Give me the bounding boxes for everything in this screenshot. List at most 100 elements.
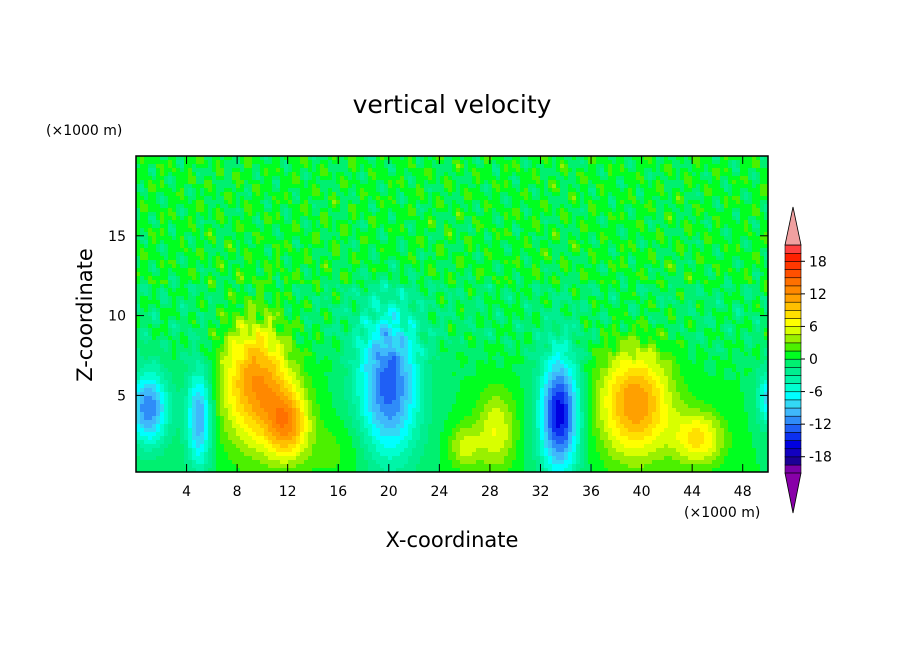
contour-cell: [140, 280, 145, 285]
contour-cell: [708, 232, 713, 237]
contour-cell: [292, 272, 297, 277]
contour-cell: [340, 220, 345, 225]
contour-cell: [752, 228, 757, 233]
contour-cell: [540, 256, 545, 261]
contour-cell: [476, 164, 481, 169]
contour-cell: [424, 272, 429, 277]
contour-cell: [500, 228, 505, 233]
contour-cell: [652, 260, 657, 265]
contour-cell: [308, 192, 313, 197]
contour-cell: [764, 188, 769, 193]
contour-cell: [424, 200, 429, 205]
contour-cell: [480, 220, 485, 225]
contour-cell: [608, 200, 613, 205]
contour-cell: [488, 248, 493, 253]
contour-cell: [440, 236, 445, 241]
contour-cell: [392, 244, 397, 249]
contour-cell: [308, 184, 313, 189]
contour-cell: [220, 244, 225, 249]
contour-cell: [300, 176, 305, 181]
contour-cell: [236, 248, 241, 253]
contour-cell: [216, 268, 221, 273]
contour-cell: [200, 272, 205, 277]
contour-cell: [628, 188, 633, 193]
contour-cell: [180, 184, 185, 189]
contour-cell: [296, 208, 301, 213]
contour-cell: [556, 252, 561, 257]
contour-cell: [440, 180, 445, 185]
contour-cell: [472, 248, 477, 253]
contour-cell: [380, 224, 385, 229]
contour-cell: [136, 280, 141, 285]
contour-cell: [468, 208, 473, 213]
contour-cell: [456, 156, 461, 161]
contour-cell: [596, 232, 601, 237]
contour-cell: [188, 240, 193, 245]
contour-cell: [288, 240, 293, 245]
contour-cell: [376, 172, 381, 177]
contour-cell: [720, 200, 725, 205]
contour-cell: [332, 276, 337, 281]
contour-cell: [720, 252, 725, 257]
contour-cell: [656, 264, 661, 269]
contour-cell: [608, 228, 613, 233]
contour-cell: [536, 276, 541, 281]
contour-cell: [232, 248, 237, 253]
contour-cell: [628, 256, 633, 261]
contour-cell: [276, 216, 281, 221]
contour-cell: [356, 176, 361, 181]
contour-cell: [280, 188, 285, 193]
contour-cell: [532, 192, 537, 197]
contour-cell: [212, 196, 217, 201]
contour-cell: [552, 244, 557, 249]
contour-cell: [176, 184, 181, 189]
contour-cell: [560, 240, 565, 245]
contour-cell: [644, 232, 649, 237]
contour-cell: [492, 204, 497, 209]
contour-cell: [288, 228, 293, 233]
contour-cell: [304, 188, 309, 193]
contour-cell: [548, 164, 553, 169]
contour-cell: [276, 248, 281, 253]
contour-cell: [188, 272, 193, 277]
contour-cell: [156, 180, 161, 185]
contour-cell: [580, 224, 585, 229]
contour-cell: [620, 264, 625, 269]
contour-cell: [244, 220, 249, 225]
contour-cell: [164, 260, 169, 265]
contour-cell: [368, 212, 373, 217]
contour-cell: [760, 172, 765, 177]
contour-cell: [604, 160, 609, 165]
contour-cell: [428, 220, 433, 225]
contour-cell: [688, 232, 693, 237]
contour-cell: [588, 260, 593, 265]
contour-cell: [728, 272, 733, 277]
contour-cell: [568, 192, 573, 197]
contour-cell: [392, 188, 397, 193]
contour-cell: [464, 232, 469, 237]
contour-cell: [228, 192, 233, 197]
contour-cell: [184, 200, 189, 205]
contour-cell: [764, 256, 769, 261]
contour-cell: [444, 204, 449, 209]
contour-cell: [360, 196, 365, 201]
contour-cell: [520, 276, 525, 281]
contour-cell: [148, 188, 153, 193]
contour-cell: [444, 260, 449, 265]
contour-cell: [224, 236, 229, 241]
contour-cell: [736, 228, 741, 233]
contour-cell: [176, 164, 181, 169]
contour-cell: [352, 212, 357, 217]
contour-cell: [576, 228, 581, 233]
contour-cell: [348, 180, 353, 185]
contour-cell: [608, 212, 613, 217]
contour-cell: [740, 264, 745, 269]
contour-cell: [356, 212, 361, 217]
contour-cell: [480, 268, 485, 273]
contour-cell: [704, 196, 709, 201]
contour-cell: [276, 176, 281, 181]
contour-cell: [344, 220, 349, 225]
contour-cell: [604, 204, 609, 209]
contour-cell: [144, 208, 149, 213]
contour-cell: [448, 236, 453, 241]
